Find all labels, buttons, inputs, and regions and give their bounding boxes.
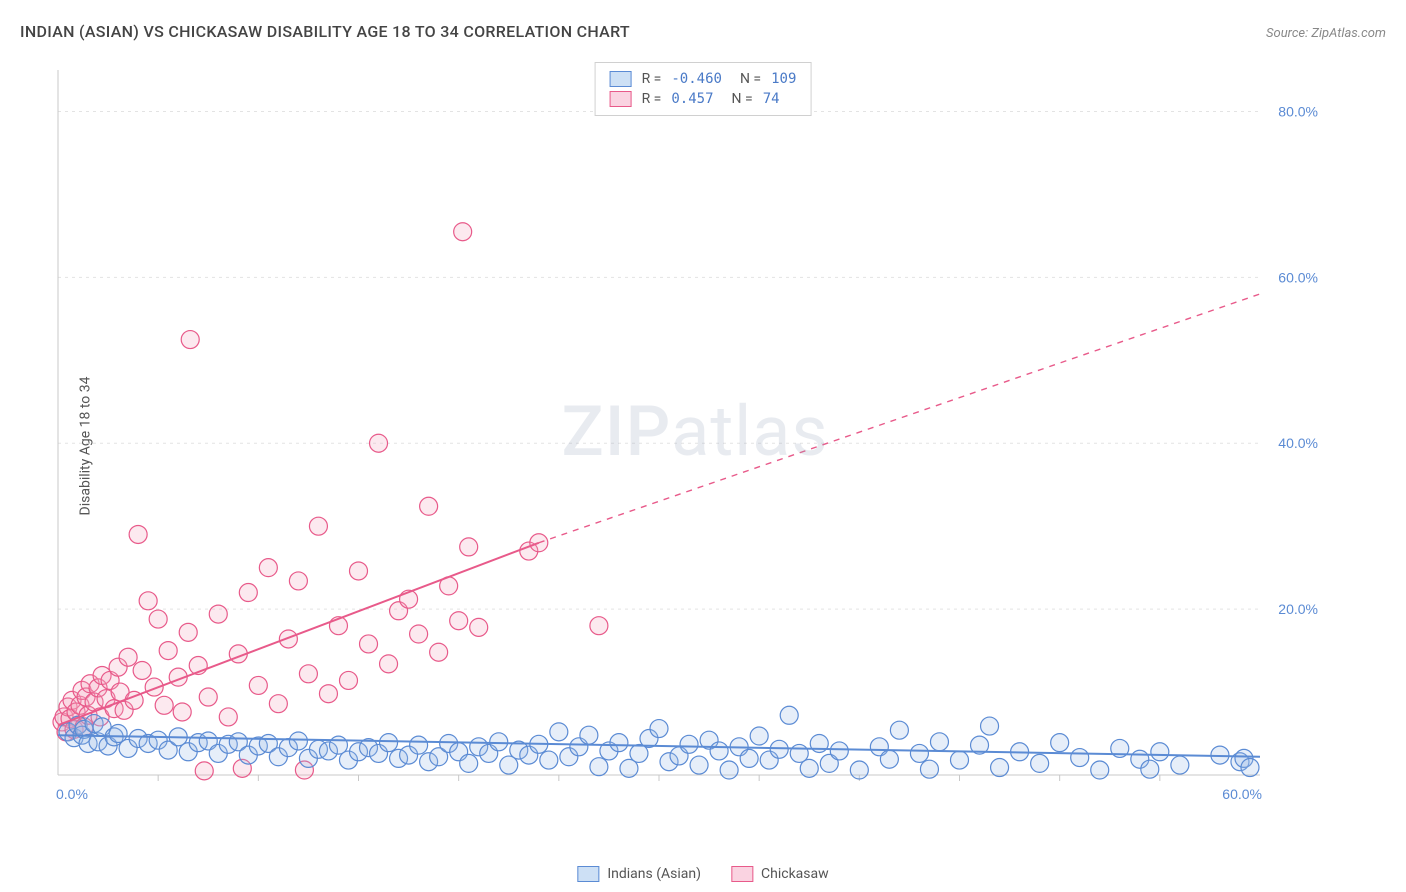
- legend-item-indians: Indians (Asian): [577, 866, 701, 882]
- legend-swatch-chickasaw-icon: [731, 866, 753, 882]
- n-value-indians: 109: [771, 71, 796, 87]
- legend-label-indians: Indians (Asian): [607, 866, 701, 882]
- svg-text:20.0%: 20.0%: [1278, 601, 1318, 617]
- svg-text:0.0%: 0.0%: [56, 786, 88, 802]
- source-attribution: Source: ZipAtlas.com: [1266, 26, 1386, 41]
- svg-text:60.0%: 60.0%: [1278, 269, 1318, 285]
- n-label: N =: [732, 91, 753, 107]
- legend-swatch-indians-icon: [577, 866, 599, 882]
- scatter-chart: 20.0% 40.0% 60.0% 80.0% 0.0% 60.0%: [50, 60, 1340, 820]
- series-legend: Indians (Asian) Chickasaw: [577, 866, 828, 882]
- legend-item-chickasaw: Chickasaw: [731, 866, 829, 882]
- chart-area: 20.0%40.0%60.0%80.0%0.0%60.0% ZIPatlas: [50, 60, 1340, 820]
- svg-text:60.0%: 60.0%: [1222, 786, 1262, 802]
- svg-text:40.0%: 40.0%: [1278, 435, 1318, 451]
- legend-row-indians: R = -0.460 N = 109: [610, 69, 797, 89]
- r-value-chickasaw: 0.457: [671, 91, 713, 107]
- n-value-chickasaw: 74: [763, 91, 780, 107]
- correlation-legend: R = -0.460 N = 109 R = 0.457 N = 74: [595, 62, 812, 116]
- svg-text:80.0%: 80.0%: [1278, 103, 1318, 119]
- legend-label-chickasaw: Chickasaw: [761, 866, 829, 882]
- legend-swatch-chickasaw: [610, 91, 632, 107]
- legend-row-chickasaw: R = 0.457 N = 74: [610, 89, 797, 109]
- r-label: R =: [642, 91, 662, 107]
- legend-swatch-indians: [610, 71, 632, 87]
- r-value-indians: -0.460: [671, 71, 722, 87]
- n-label: N =: [740, 71, 761, 87]
- chart-title: INDIAN (ASIAN) VS CHICKASAW DISABILITY A…: [20, 22, 630, 41]
- r-label: R =: [642, 71, 662, 87]
